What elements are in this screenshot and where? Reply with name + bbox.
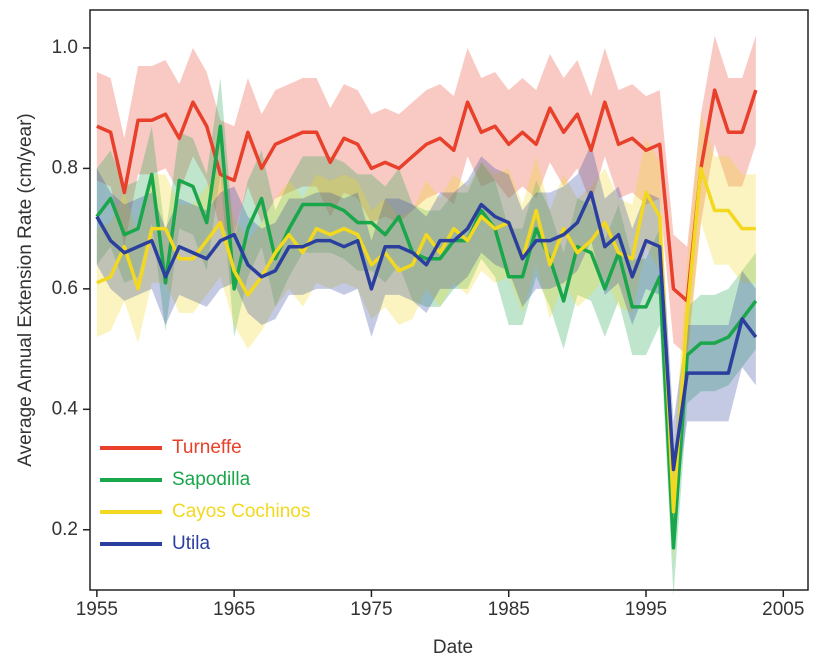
series-line [95, 124, 758, 550]
error-band [96, 78, 756, 597]
x-tick-label: 1985 [488, 599, 530, 620]
series-line [96, 88, 758, 303]
error-band [96, 114, 756, 566]
legend-label: Cayos Cochinos [172, 501, 310, 522]
x-tick-label: 1975 [350, 599, 392, 620]
y-tick-label: 0.8 [52, 157, 78, 178]
y-tick-label: 0.4 [52, 398, 79, 419]
x-axis-label: Date [433, 637, 473, 658]
y-axis-label: Average Annual Extension Rate (cm/year) [15, 113, 36, 466]
y-tick-label: 0.2 [52, 519, 78, 540]
y-tick-label: 0.6 [52, 278, 78, 299]
x-tick-label: 1995 [625, 599, 667, 620]
plot-frame [89, 9, 809, 591]
y-tick-label: 1.0 [52, 37, 78, 58]
legend-label: Sapodilla [172, 469, 251, 490]
x-tick-label: 1965 [213, 599, 255, 620]
x-tick-label: 2005 [762, 599, 804, 620]
series-line [95, 190, 758, 472]
x-tick-label: 1955 [76, 599, 118, 620]
error-band [96, 144, 756, 518]
legend-label: Turneffe [172, 437, 242, 458]
legend-label: Utila [172, 533, 210, 554]
series-line [96, 166, 756, 514]
error-band [96, 35, 756, 356]
